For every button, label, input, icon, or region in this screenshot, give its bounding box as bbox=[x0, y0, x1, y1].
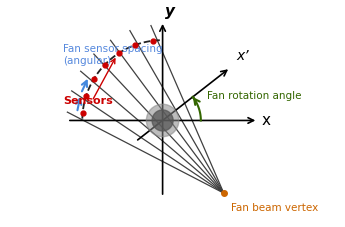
Text: Sensors: Sensors bbox=[63, 96, 113, 106]
Circle shape bbox=[152, 110, 173, 131]
Text: y: y bbox=[166, 4, 176, 19]
Text: x: x bbox=[262, 113, 271, 128]
Circle shape bbox=[146, 104, 179, 137]
Text: Fan rotation angle: Fan rotation angle bbox=[207, 91, 301, 101]
Text: x’: x’ bbox=[236, 49, 249, 63]
Text: Fan sensor spacing
(angular): Fan sensor spacing (angular) bbox=[63, 44, 163, 66]
Text: Fan beam vertex: Fan beam vertex bbox=[231, 203, 319, 213]
